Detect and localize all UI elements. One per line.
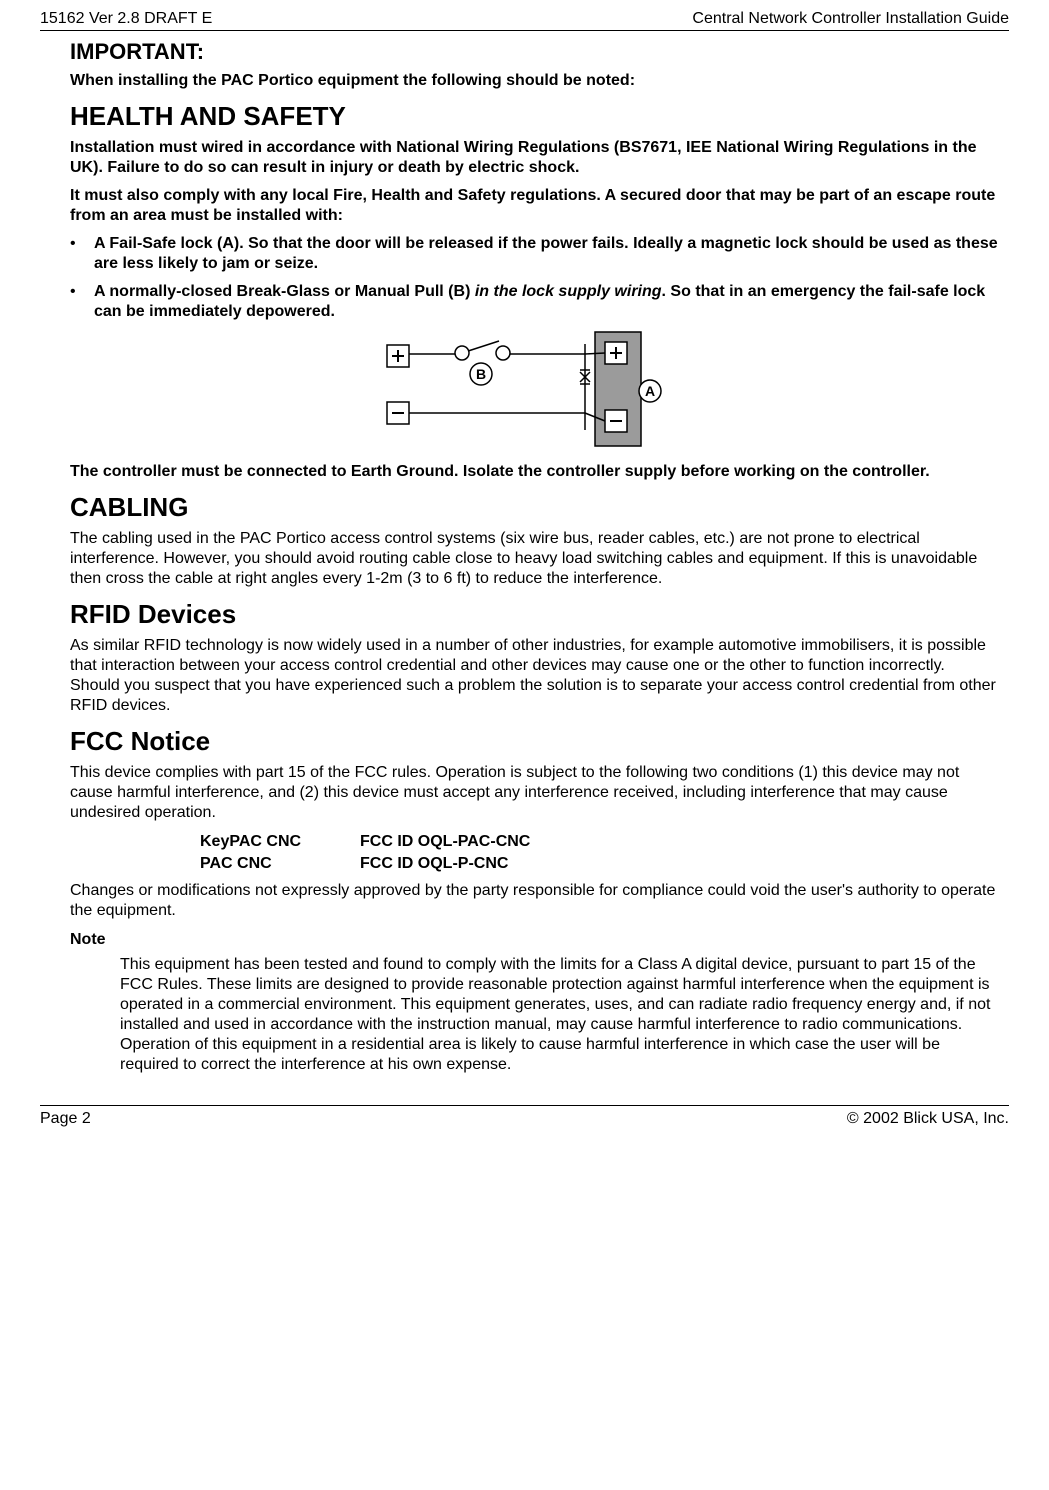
- svg-text:A: A: [644, 383, 654, 399]
- list-item: • A Fail-Safe lock (A). So that the door…: [70, 234, 999, 274]
- health-bullets: • A Fail-Safe lock (A). So that the door…: [70, 234, 999, 322]
- fcc-id-table: KeyPAC CNC FCC ID OQL-PAC-CNC PAC CNC FC…: [200, 833, 999, 873]
- wiring-diagram: BA: [70, 330, 999, 450]
- rfid-p1: As similar RFID technology is now widely…: [70, 636, 999, 716]
- fcc-heading: FCC Notice: [70, 726, 999, 757]
- fcc-id: FCC ID OQL-P-CNC: [360, 855, 508, 873]
- header-left: 15162 Ver 2.8 DRAFT E: [40, 10, 212, 28]
- footer-left: Page 2: [40, 1110, 91, 1128]
- svg-text:B: B: [475, 366, 485, 382]
- fcc-p2: Changes or modifications not expressly a…: [70, 881, 999, 921]
- health-p2: It must also comply with any local Fire,…: [70, 186, 999, 226]
- cabling-heading: CABLING: [70, 492, 999, 523]
- health-heading: HEALTH AND SAFETY: [70, 101, 999, 132]
- note-body: This equipment has been tested and found…: [70, 955, 999, 1075]
- footer-right: © 2002 Blick USA, Inc.: [847, 1110, 1009, 1128]
- fcc-label: KeyPAC CNC: [200, 833, 360, 851]
- important-intro: When installing the PAC Portico equipmen…: [70, 71, 999, 91]
- table-row: PAC CNC FCC ID OQL-P-CNC: [200, 855, 999, 873]
- fcc-p1: This device complies with part 15 of the…: [70, 763, 999, 823]
- important-heading: IMPORTANT:: [70, 39, 999, 65]
- bullet-icon: •: [70, 234, 94, 274]
- header-right: Central Network Controller Installation …: [692, 10, 1009, 28]
- fcc-label: PAC CNC: [200, 855, 360, 873]
- bullet-text: A Fail-Safe lock (A). So that the door w…: [94, 234, 999, 274]
- health-p3: The controller must be connected to Eart…: [70, 462, 999, 482]
- main-content: IMPORTANT: When installing the PAC Porti…: [40, 39, 1009, 1075]
- table-row: KeyPAC CNC FCC ID OQL-PAC-CNC: [200, 833, 999, 851]
- wiring-diagram-svg: BA: [375, 330, 695, 450]
- note-label: Note: [70, 931, 999, 949]
- fcc-id: FCC ID OQL-PAC-CNC: [360, 833, 530, 851]
- health-p1: Installation must wired in accordance wi…: [70, 138, 999, 178]
- bullet-icon: •: [70, 282, 94, 322]
- page-footer: Page 2 © 2002 Blick USA, Inc.: [40, 1105, 1009, 1128]
- cabling-p1: The cabling used in the PAC Portico acce…: [70, 529, 999, 589]
- rfid-heading: RFID Devices: [70, 599, 999, 630]
- list-item: • A normally-closed Break-Glass or Manua…: [70, 282, 999, 322]
- bullet-text: A normally-closed Break-Glass or Manual …: [94, 282, 999, 322]
- page-header: 15162 Ver 2.8 DRAFT E Central Network Co…: [40, 10, 1009, 31]
